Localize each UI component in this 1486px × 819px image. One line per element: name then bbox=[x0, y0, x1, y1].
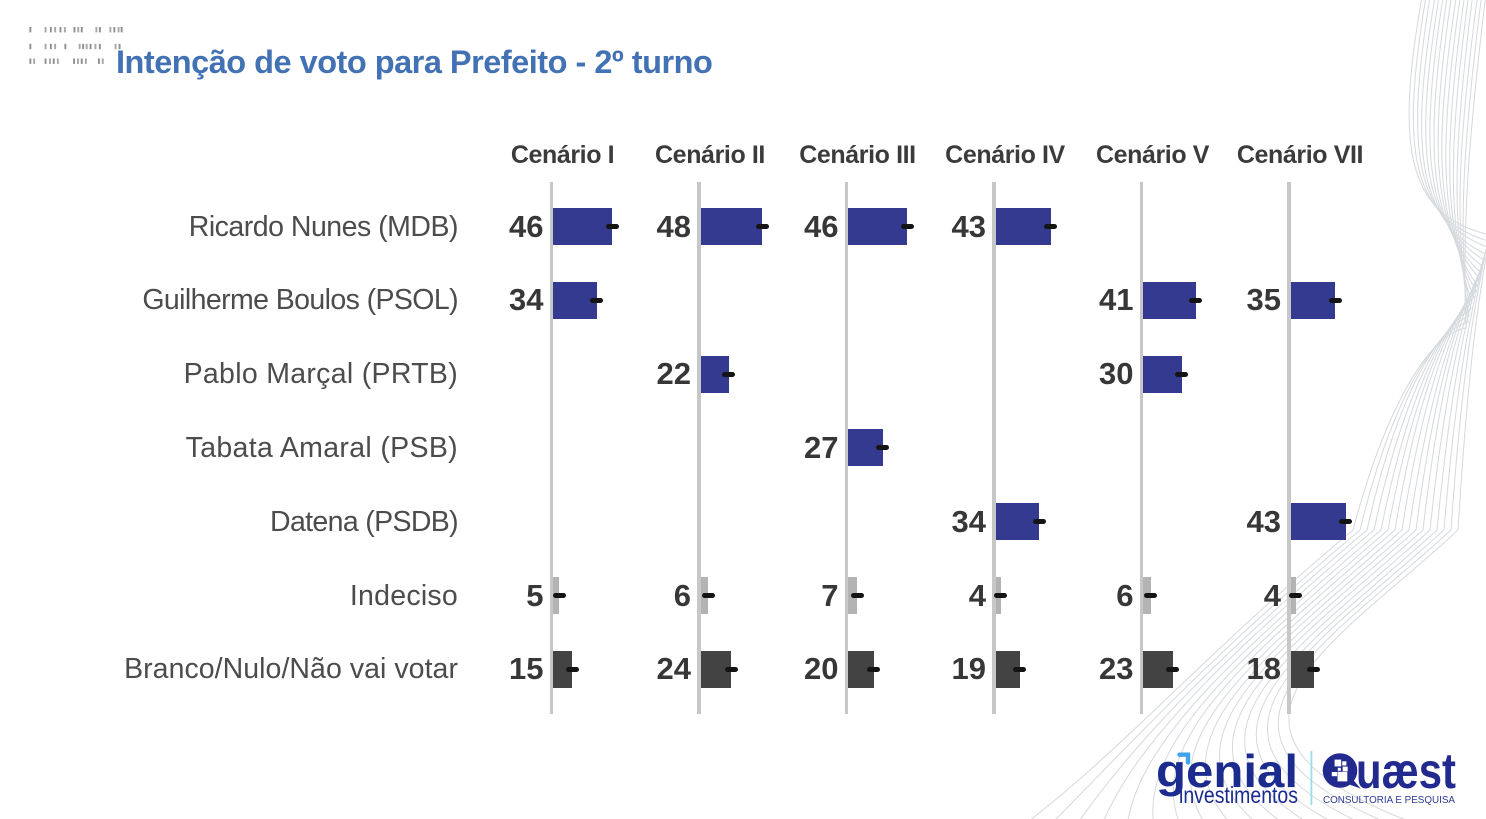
svg-text:CONSULTORIA E PESQUISA: CONSULTORIA E PESQUISA bbox=[1323, 795, 1455, 806]
svg-text:investimentos: investimentos bbox=[1179, 782, 1298, 808]
svg-text:uæst: uæst bbox=[1356, 743, 1456, 799]
